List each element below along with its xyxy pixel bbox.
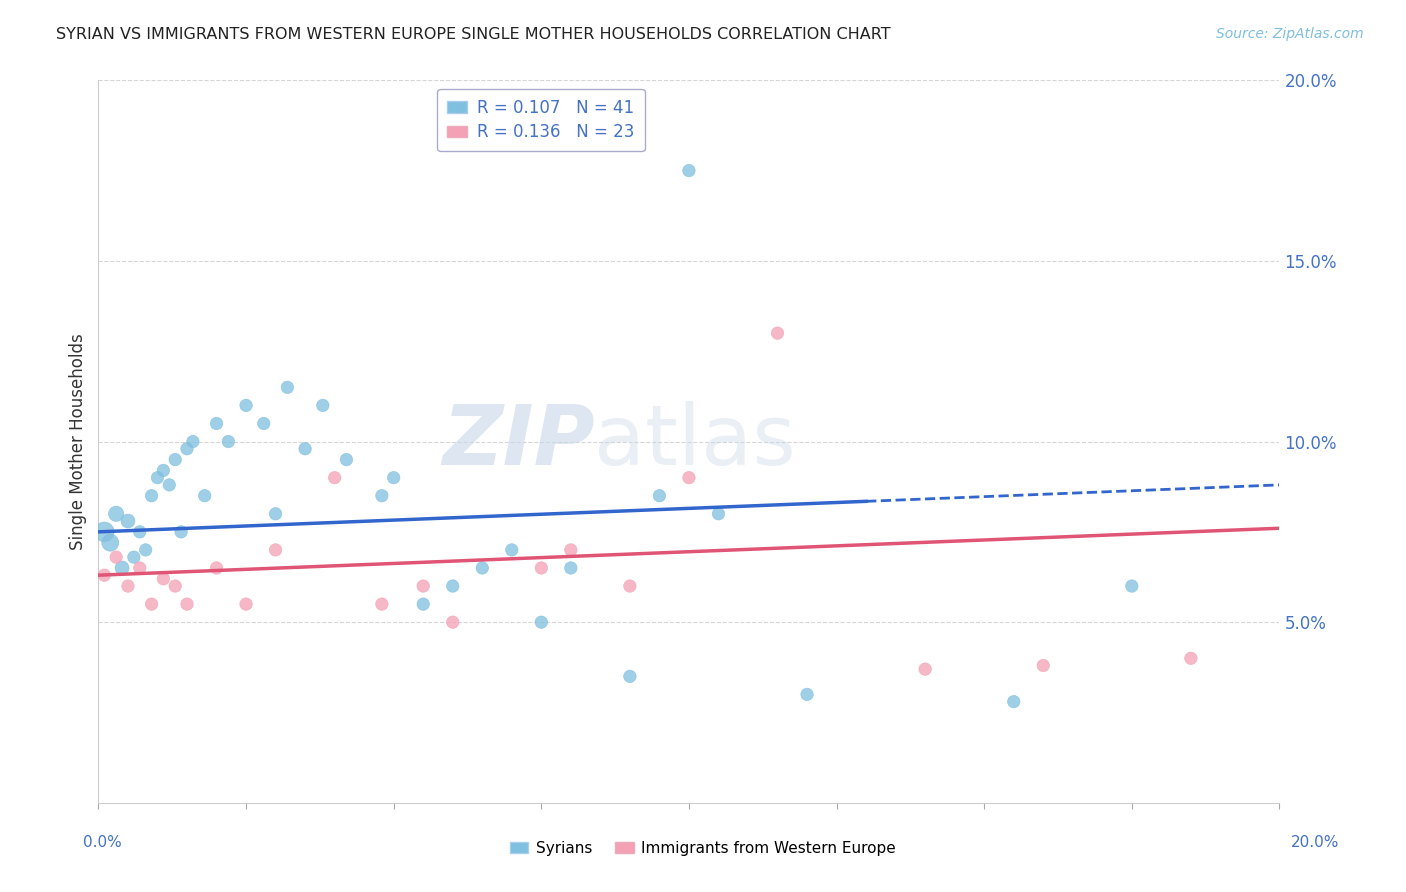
Point xyxy=(276,380,298,394)
Point xyxy=(135,542,157,557)
Point xyxy=(619,669,641,683)
Text: ZIP: ZIP xyxy=(441,401,595,482)
Point xyxy=(1032,658,1054,673)
Point xyxy=(1180,651,1202,665)
Point xyxy=(796,687,818,701)
Text: 0.0%: 0.0% xyxy=(83,836,122,850)
Point xyxy=(253,417,276,431)
Point xyxy=(766,326,789,340)
Point xyxy=(217,434,239,449)
Point xyxy=(678,471,700,485)
Point xyxy=(412,579,434,593)
Point xyxy=(93,524,115,539)
Point xyxy=(157,478,180,492)
Legend: Syrians, Immigrants from Western Europe: Syrians, Immigrants from Western Europe xyxy=(503,835,903,862)
Point xyxy=(1002,695,1025,709)
Point xyxy=(235,398,257,412)
Point xyxy=(294,442,316,456)
Point xyxy=(530,561,553,575)
Point xyxy=(560,542,582,557)
Point xyxy=(194,489,217,503)
Point xyxy=(205,561,228,575)
Point xyxy=(176,442,198,456)
Point xyxy=(441,615,464,630)
Point xyxy=(530,615,553,630)
Point xyxy=(1121,579,1143,593)
Point xyxy=(335,452,357,467)
Point xyxy=(619,579,641,593)
Point xyxy=(371,489,394,503)
Point xyxy=(93,568,115,582)
Point xyxy=(235,597,257,611)
Point xyxy=(371,597,394,611)
Point xyxy=(648,489,671,503)
Legend: R = 0.107   N = 41, R = 0.136   N = 23: R = 0.107 N = 41, R = 0.136 N = 23 xyxy=(437,88,645,152)
Text: Source: ZipAtlas.com: Source: ZipAtlas.com xyxy=(1216,27,1364,41)
Point xyxy=(170,524,193,539)
Point xyxy=(141,489,163,503)
Text: SYRIAN VS IMMIGRANTS FROM WESTERN EUROPE SINGLE MOTHER HOUSEHOLDS CORRELATION CH: SYRIAN VS IMMIGRANTS FROM WESTERN EUROPE… xyxy=(56,27,891,42)
Point xyxy=(152,572,174,586)
Point xyxy=(111,561,134,575)
Point xyxy=(122,550,145,565)
Point xyxy=(105,550,128,565)
Point xyxy=(382,471,405,485)
Point xyxy=(264,542,287,557)
Point xyxy=(914,662,936,676)
Point xyxy=(323,471,346,485)
Point xyxy=(312,398,335,412)
Point xyxy=(165,452,187,467)
Point xyxy=(205,417,228,431)
Point xyxy=(707,507,730,521)
Point xyxy=(165,579,187,593)
Point xyxy=(678,163,700,178)
Point xyxy=(560,561,582,575)
Point xyxy=(441,579,464,593)
Point xyxy=(98,535,121,549)
Point xyxy=(176,597,198,611)
Point xyxy=(501,542,523,557)
Point xyxy=(146,471,169,485)
Y-axis label: Single Mother Households: Single Mother Households xyxy=(69,334,87,549)
Point xyxy=(264,507,287,521)
Point xyxy=(471,561,494,575)
Point xyxy=(117,514,139,528)
Point xyxy=(105,507,128,521)
Point xyxy=(141,597,163,611)
Text: 20.0%: 20.0% xyxy=(1291,836,1339,850)
Text: atlas: atlas xyxy=(595,401,796,482)
Point xyxy=(117,579,139,593)
Point xyxy=(412,597,434,611)
Point xyxy=(128,561,150,575)
Point xyxy=(128,524,150,539)
Point xyxy=(152,463,174,477)
Point xyxy=(181,434,204,449)
